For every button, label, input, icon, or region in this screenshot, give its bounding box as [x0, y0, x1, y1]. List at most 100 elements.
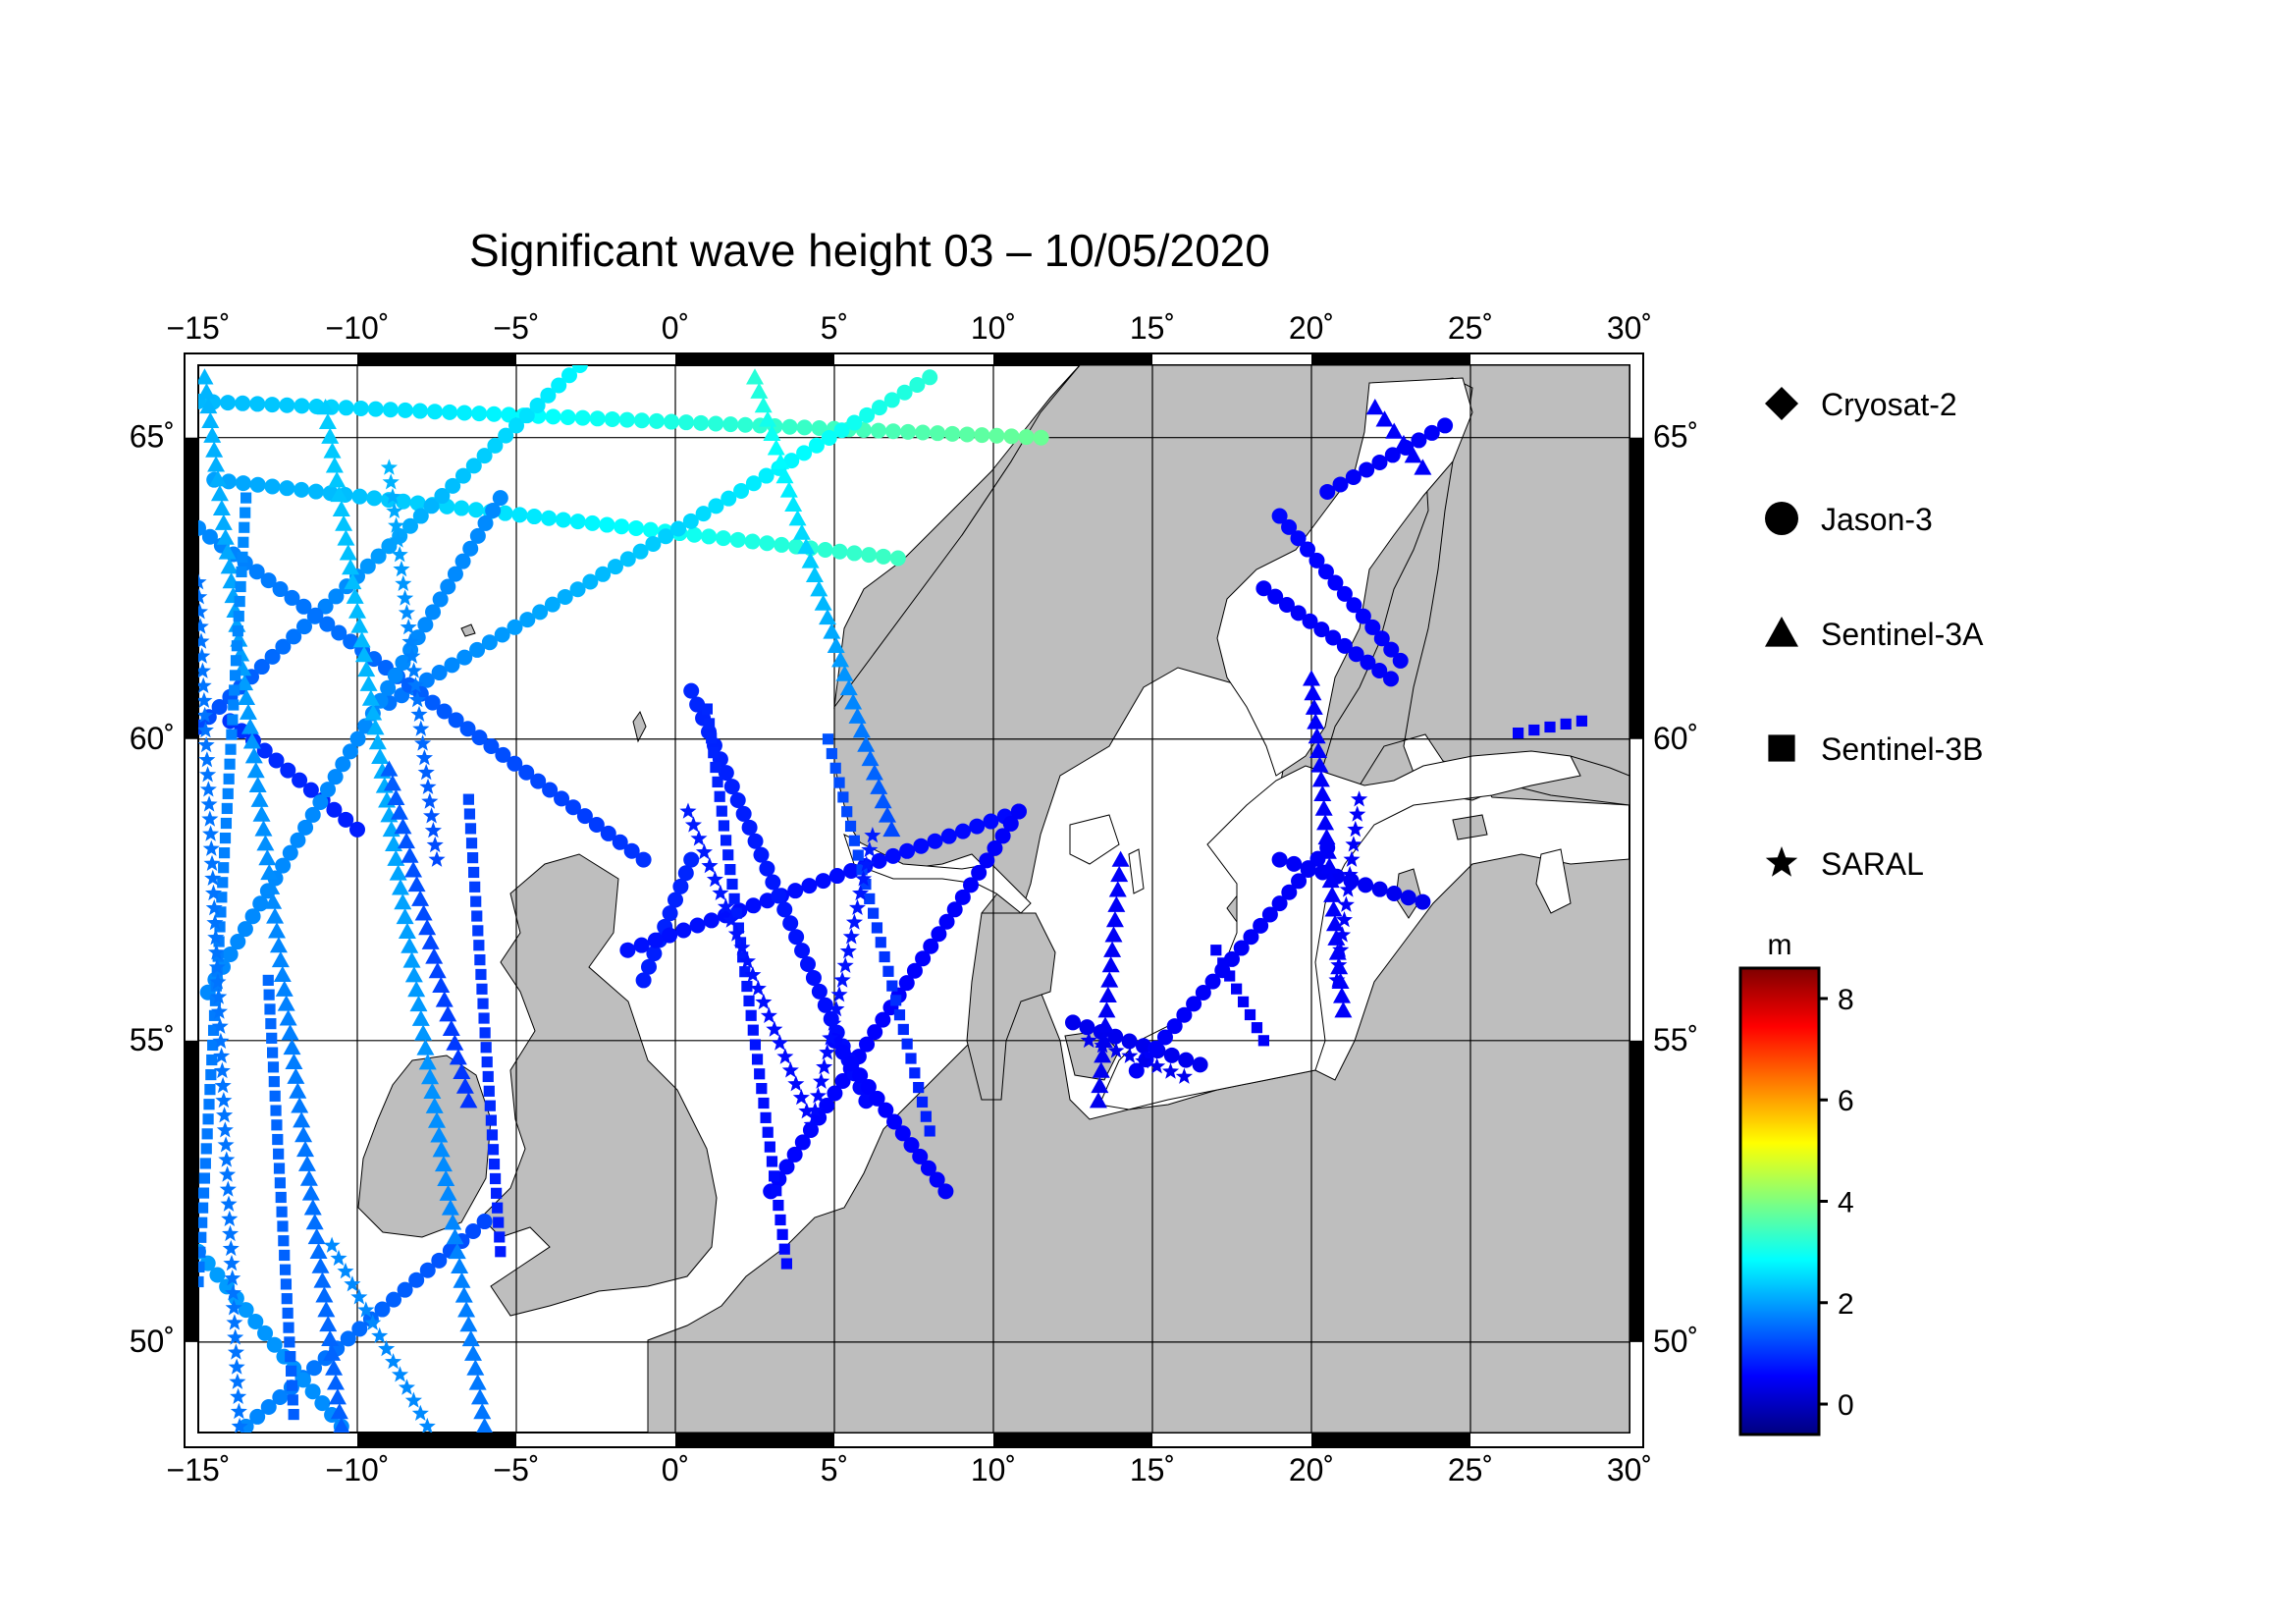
jason-3-marker	[870, 422, 886, 439]
jason-3-marker	[1300, 860, 1316, 877]
jason-3-marker	[788, 929, 805, 946]
jason-3-marker	[304, 1383, 321, 1400]
jason-3-marker	[511, 507, 528, 523]
sentinel-3b-marker	[265, 1018, 277, 1030]
jason-3-marker	[745, 475, 762, 492]
jason-3-marker	[983, 813, 999, 830]
saral-marker	[216, 1107, 234, 1123]
sentinel-3b-marker	[1217, 957, 1229, 969]
sentinel-3b-marker	[485, 1114, 497, 1126]
jason-3-marker	[633, 412, 650, 429]
jason-3-marker	[817, 542, 833, 559]
sentinel-3a-marker	[746, 368, 764, 385]
sentinel-3a-marker	[366, 719, 385, 735]
sentinel-3a-marker	[784, 495, 803, 513]
legend-label: SARAL	[1821, 846, 1924, 882]
jason-3-marker	[733, 482, 750, 499]
jason-3-marker	[896, 384, 913, 401]
sentinel-3a-marker	[428, 962, 447, 979]
sentinel-3b-marker	[484, 1100, 496, 1111]
frame-band-bottom	[357, 1433, 516, 1446]
saral-marker	[198, 691, 213, 708]
jason-3-marker	[419, 1262, 436, 1278]
saral-marker	[385, 1353, 402, 1370]
jason-3-marker	[328, 588, 345, 605]
frame-band-top	[1311, 354, 1470, 365]
jason-3-marker	[1383, 641, 1400, 658]
jason-3-marker	[569, 581, 586, 598]
sentinel-3b-marker	[215, 906, 227, 918]
saral-marker	[749, 980, 767, 997]
jason-3-marker	[831, 543, 848, 560]
sentinel-3a-marker	[1096, 1016, 1115, 1033]
saral-marker	[792, 1089, 810, 1106]
saral-marker	[1337, 895, 1355, 912]
jason-3-marker	[469, 641, 486, 658]
land-shetland	[632, 710, 647, 743]
sentinel-3b-marker	[208, 1009, 221, 1021]
jason-3-marker	[852, 1067, 869, 1084]
saral-marker	[833, 971, 851, 988]
jason-3-marker	[447, 566, 463, 582]
saral-marker	[684, 816, 702, 833]
sentinel-3a-marker	[220, 558, 239, 574]
sentinel-3a-marker	[293, 1111, 311, 1128]
saral-marker	[706, 870, 723, 888]
sentinel-3a-marker	[240, 718, 259, 734]
sentinel-3b-marker	[476, 983, 488, 995]
sentinel-3a-marker	[394, 893, 412, 910]
sentinel-3b-marker	[480, 1042, 492, 1054]
sentinel-3a-marker	[1105, 910, 1124, 928]
jason-3-marker	[618, 411, 635, 428]
sentinel-3a-marker	[387, 788, 405, 806]
jason-3-marker	[409, 495, 426, 512]
saral-marker	[816, 1057, 833, 1075]
colorbar-tick-label: 0	[1838, 1389, 1854, 1422]
jason-3-marker	[442, 404, 458, 420]
saral-marker	[852, 885, 870, 901]
saral-marker	[842, 928, 860, 945]
saral-marker	[1107, 1042, 1125, 1058]
saral-marker	[225, 1299, 242, 1316]
sentinel-3b-marker	[1513, 728, 1524, 739]
sentinel-3a-marker	[246, 761, 265, 779]
sentinel-3b-marker	[703, 718, 716, 730]
jason-3-marker	[1278, 596, 1295, 613]
sentinel-3a-marker	[398, 832, 416, 849]
saral-marker	[845, 913, 863, 930]
jason-3-marker	[1178, 1052, 1195, 1068]
sentinel-3a-marker	[1375, 410, 1394, 427]
sentinel-3b-marker	[270, 1105, 282, 1116]
sentinel-3a-marker	[318, 412, 337, 430]
jason-3-marker	[938, 913, 955, 930]
legend-label: Sentinel-3B	[1821, 731, 1983, 767]
jason-3-marker	[476, 448, 493, 464]
sentinel-3b-marker	[262, 974, 274, 987]
saral-marker	[208, 958, 226, 975]
lon-labels-top: −15˚ −10˚ −5˚ 0˚ 5˚ 10˚ 15˚ 20˚ 25˚ 30˚	[167, 310, 1653, 346]
saral-marker	[1094, 1037, 1111, 1054]
lon-labels-bottom: −15˚ −10˚ −5˚ 0˚ 5˚ 10˚ 15˚ 20˚ 25˚ 30˚	[167, 1452, 1653, 1488]
sentinel-3a-marker	[1097, 1001, 1116, 1018]
sentinel-3a-marker	[1334, 1001, 1353, 1018]
saral-marker	[825, 1014, 842, 1031]
sentinel-3b-marker	[211, 965, 223, 977]
jason-3-marker	[670, 520, 687, 537]
sentinel-3b-marker	[206, 1054, 218, 1066]
sentinel-3a-marker	[371, 747, 390, 765]
saral-marker	[391, 546, 408, 563]
frame-band-left	[186, 1040, 198, 1342]
saral-marker	[695, 843, 713, 860]
jason-3-marker	[1261, 906, 1278, 923]
jason-3-marker	[519, 612, 536, 628]
jason-3-marker	[294, 398, 310, 414]
saral-marker	[202, 839, 220, 856]
jason-3-marker	[729, 531, 746, 548]
sentinel-3b-marker	[237, 551, 248, 563]
sentinel-3a-marker	[1318, 842, 1337, 859]
sentinel-3b-marker	[198, 1202, 209, 1214]
jason-3-marker	[759, 860, 775, 877]
jason-3-marker	[1383, 671, 1399, 687]
saral-marker	[222, 1239, 240, 1257]
saral-marker	[323, 1236, 341, 1253]
